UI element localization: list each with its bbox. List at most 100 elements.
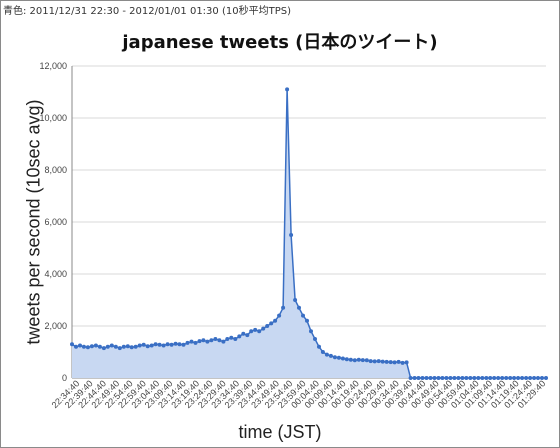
data-point	[336, 355, 341, 360]
data-point	[416, 376, 421, 380]
data-point	[464, 376, 469, 380]
data-point	[293, 298, 298, 302]
data-point	[101, 346, 106, 351]
data-point	[516, 376, 521, 380]
data-point	[488, 376, 493, 380]
data-point	[181, 342, 186, 347]
data-point	[105, 344, 110, 349]
data-point	[412, 376, 417, 380]
y-tick-label: 10,000	[39, 113, 67, 123]
data-point	[309, 329, 313, 334]
data-point	[277, 313, 282, 318]
data-point	[524, 376, 529, 380]
data-point	[153, 342, 158, 347]
data-point	[261, 326, 266, 331]
data-point	[520, 376, 525, 380]
data-point	[432, 376, 437, 380]
data-point	[97, 344, 102, 349]
data-point	[480, 376, 485, 380]
data-point	[217, 338, 222, 343]
data-point	[340, 356, 345, 361]
data-point	[356, 357, 361, 362]
data-point	[173, 341, 178, 346]
data-point	[440, 376, 445, 380]
data-point	[125, 344, 130, 349]
data-point	[113, 344, 118, 349]
data-point	[352, 358, 357, 363]
data-point	[544, 376, 548, 380]
y-tick-label: 4,000	[44, 269, 67, 279]
data-point	[428, 376, 433, 380]
data-point	[468, 376, 473, 380]
data-point	[364, 358, 369, 363]
data-point	[121, 344, 126, 349]
data-point	[145, 344, 150, 349]
data-point	[273, 318, 278, 323]
data-point	[285, 87, 290, 92]
data-point	[500, 376, 505, 380]
y-tick-label: 8,000	[44, 165, 67, 175]
data-point	[444, 376, 449, 380]
data-point	[536, 376, 540, 380]
data-point	[109, 343, 114, 348]
data-point	[456, 376, 461, 380]
data-point	[185, 340, 190, 345]
data-point	[460, 376, 465, 380]
data-point	[332, 355, 337, 360]
data-point	[249, 329, 254, 334]
data-point	[197, 339, 202, 344]
data-point	[201, 338, 206, 343]
data-point	[436, 376, 441, 380]
data-point	[452, 376, 457, 380]
data-point	[305, 318, 309, 323]
data-point	[241, 331, 246, 336]
data-point	[528, 376, 533, 380]
data-point	[93, 343, 98, 348]
data-point	[472, 376, 477, 380]
data-point	[165, 342, 170, 347]
data-point	[424, 376, 429, 380]
data-point	[408, 376, 413, 380]
data-point	[328, 353, 333, 358]
y-tick-label: 12,000	[39, 61, 67, 71]
data-point	[221, 339, 226, 344]
data-point	[225, 337, 230, 341]
data-point	[420, 376, 425, 380]
data-point	[237, 334, 242, 339]
data-point	[448, 376, 453, 380]
data-point	[70, 342, 74, 347]
data-point	[508, 376, 513, 380]
data-point	[392, 360, 397, 365]
data-point	[496, 376, 501, 380]
x-axis-label: time (JST)	[238, 422, 322, 442]
data-point	[89, 344, 94, 349]
data-point	[281, 305, 286, 310]
data-point	[193, 340, 198, 345]
data-point	[74, 344, 78, 349]
data-point	[324, 352, 329, 357]
data-point	[78, 343, 82, 348]
data-point	[504, 376, 509, 380]
data-point	[189, 339, 194, 344]
data-point	[400, 360, 405, 365]
data-point	[492, 376, 497, 380]
y-tick-label: 6,000	[44, 217, 67, 227]
data-point	[344, 357, 349, 362]
data-point	[229, 335, 234, 340]
data-point	[388, 360, 393, 365]
data-point	[368, 359, 373, 364]
y-tick-label: 0	[62, 373, 67, 383]
data-point	[317, 344, 321, 349]
data-point	[313, 337, 317, 341]
data-point	[348, 357, 353, 362]
data-point	[269, 321, 274, 326]
data-point	[213, 337, 218, 341]
data-point	[380, 359, 385, 364]
data-point	[177, 342, 182, 347]
data-point	[149, 343, 154, 348]
data-point	[85, 345, 90, 350]
data-point	[384, 359, 389, 364]
data-point	[141, 342, 146, 347]
data-point	[376, 359, 381, 364]
